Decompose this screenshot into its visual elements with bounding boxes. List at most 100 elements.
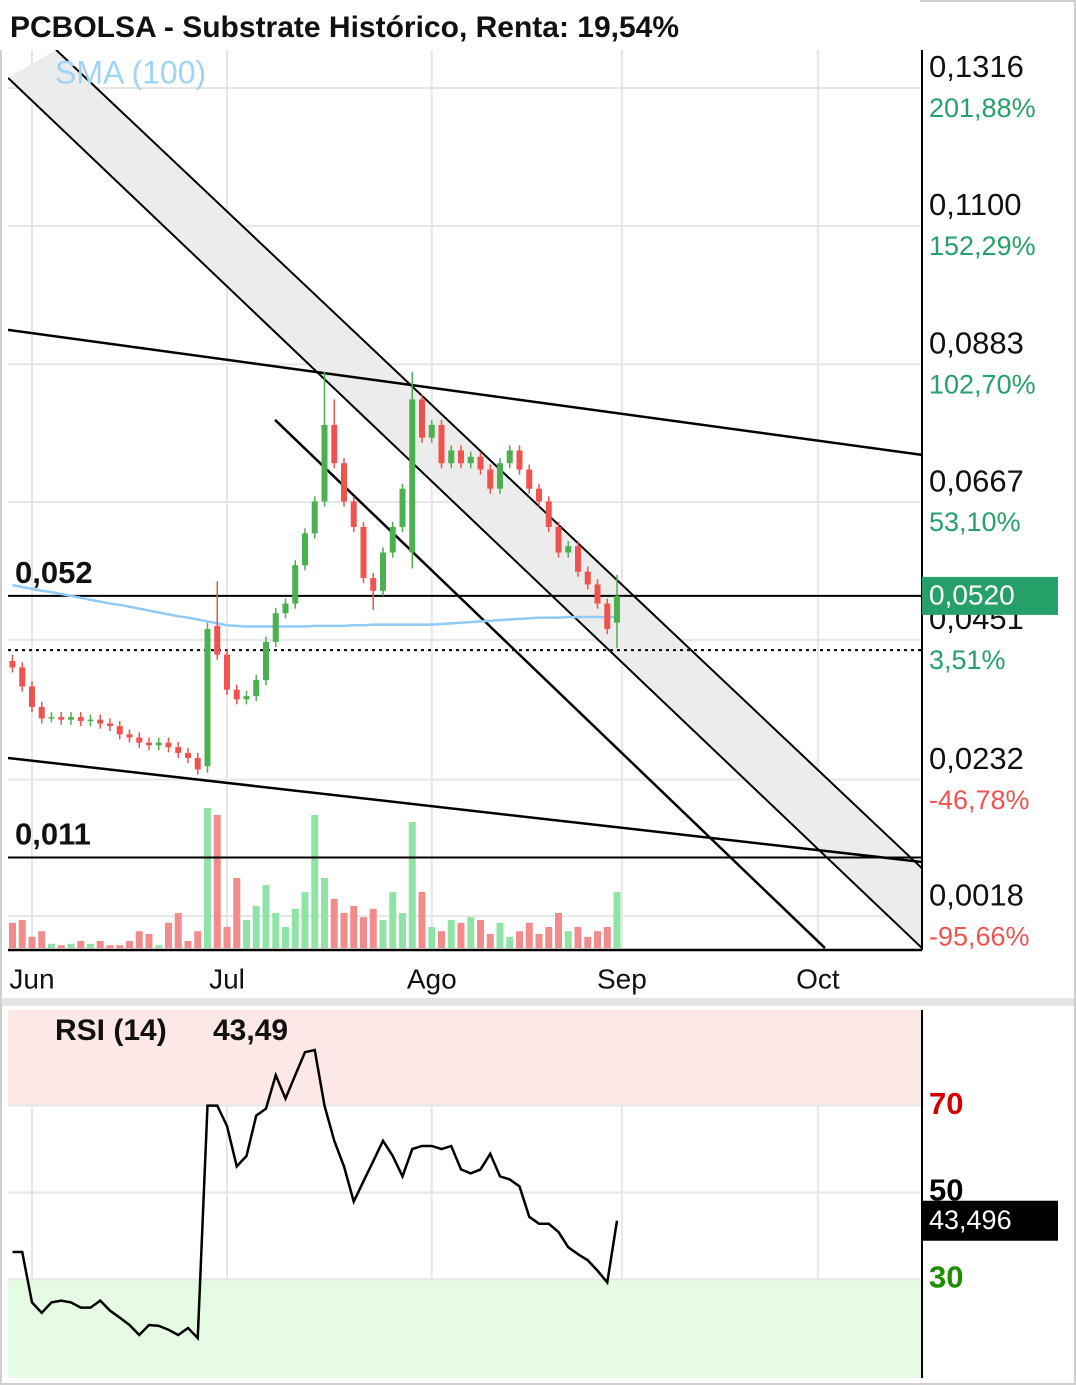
oversold-zone — [8, 1279, 922, 1378]
candle-body — [350, 501, 357, 527]
candle-body — [594, 584, 601, 604]
volume-bar — [340, 913, 348, 948]
volume-bar — [301, 892, 309, 948]
candle-body — [360, 526, 367, 579]
candle-body — [97, 719, 104, 724]
channel-line — [8, 77, 922, 949]
chart-title: PCBOLSA - Substrate Histórico, Renta: 19… — [10, 11, 679, 44]
volume-bar — [272, 913, 280, 948]
y-tick-change: 152,29% — [929, 231, 1036, 261]
candle-body — [106, 723, 113, 727]
x-tick-label: Jul — [209, 963, 245, 994]
candle-body — [38, 706, 45, 719]
candle-body — [389, 526, 396, 553]
volume-bar — [311, 815, 319, 948]
candle-body — [292, 565, 299, 604]
volume-bar — [555, 913, 563, 948]
volume-bar — [252, 906, 260, 948]
volume-bar — [38, 931, 46, 948]
volume-bar — [389, 892, 397, 948]
candle-body — [175, 747, 182, 753]
candle-body — [584, 571, 591, 585]
candle-body — [526, 469, 533, 489]
candle-body — [87, 719, 94, 722]
volume-bar — [174, 913, 182, 948]
candle-body — [165, 742, 172, 748]
candle-body — [419, 399, 426, 438]
y-tick-label: 0,1100 — [929, 187, 1022, 222]
candle-body — [126, 734, 133, 738]
candle-body — [477, 456, 484, 470]
candle-body — [19, 667, 26, 687]
volume-bar — [320, 878, 328, 948]
volume-bar — [67, 943, 75, 948]
volume-bar — [96, 941, 104, 948]
volume-bar — [467, 917, 475, 948]
volume-bar — [281, 927, 289, 948]
price-plot: 0,052 0,011 — [8, 49, 922, 949]
volume-bar — [496, 922, 504, 948]
volume-bar — [233, 878, 241, 948]
y-tick-change: -95,66% — [929, 921, 1030, 951]
candle-body — [58, 717, 65, 720]
candle-body — [282, 603, 289, 614]
channel-band — [8, 49, 922, 949]
volume-bar — [28, 936, 36, 948]
y-tick-label: 0,0667 — [929, 463, 1024, 498]
candle-body — [458, 450, 465, 464]
rsi-last-box — [922, 1200, 1058, 1241]
volume-bar — [86, 943, 94, 948]
candle-body — [555, 526, 562, 553]
last-price-box — [922, 576, 1058, 615]
volume-bar — [418, 892, 426, 948]
volume-bar — [57, 945, 65, 948]
volume-bar — [184, 941, 192, 948]
candle-body — [379, 552, 386, 591]
rsi-plot — [8, 1010, 922, 1378]
candle-body — [301, 533, 308, 566]
candle-body — [545, 501, 552, 527]
candle-body — [262, 641, 269, 681]
candle-body — [77, 717, 84, 721]
candle-body — [516, 450, 523, 470]
y-tick-change: -46,78% — [929, 785, 1030, 815]
volume-bar — [516, 931, 524, 948]
channel-line — [55, 49, 922, 870]
rsi-value: 43,49 — [213, 1014, 288, 1047]
volume-bar — [106, 945, 114, 948]
rsi-tick-label: 30 — [929, 1260, 963, 1295]
y-tick-label: 0,1316 — [929, 49, 1024, 84]
candle-body — [614, 595, 621, 623]
volume-bar — [262, 885, 270, 948]
level-label: 0,052 — [15, 555, 93, 590]
axes: Jun Jul Ago Sep Oct 0,1316 201,88% 0,1100 152,29… — [2, 49, 1074, 1378]
volume-bar — [428, 927, 436, 948]
y-tick-change: 53,10% — [929, 507, 1021, 537]
volume-bar — [125, 941, 133, 948]
candle-body — [399, 488, 406, 527]
volume-bar — [359, 917, 367, 948]
last-price-label: 0,0520 — [929, 579, 1015, 610]
y-tick-label: 0,0883 — [929, 325, 1024, 360]
candle-body — [467, 456, 474, 464]
candle-body — [604, 603, 611, 630]
candle-body — [438, 424, 445, 464]
trend-line — [274, 418, 826, 949]
panel-separator — [2, 998, 1074, 1006]
candle-body — [370, 578, 377, 591]
volume-bar — [545, 927, 553, 948]
volume-bar — [399, 913, 407, 948]
candle-body — [194, 757, 201, 770]
volume-bar — [574, 927, 582, 948]
volume-bar — [155, 945, 163, 948]
overbought-zone — [8, 1010, 922, 1106]
trend-line — [8, 328, 922, 457]
legend-sma: SMA (100) — [55, 54, 206, 90]
volume-bar — [408, 822, 416, 948]
volume-bar — [369, 908, 377, 948]
candle-body — [223, 654, 230, 690]
candle-body — [428, 424, 435, 438]
y-tick-change: 102,70% — [929, 369, 1036, 399]
